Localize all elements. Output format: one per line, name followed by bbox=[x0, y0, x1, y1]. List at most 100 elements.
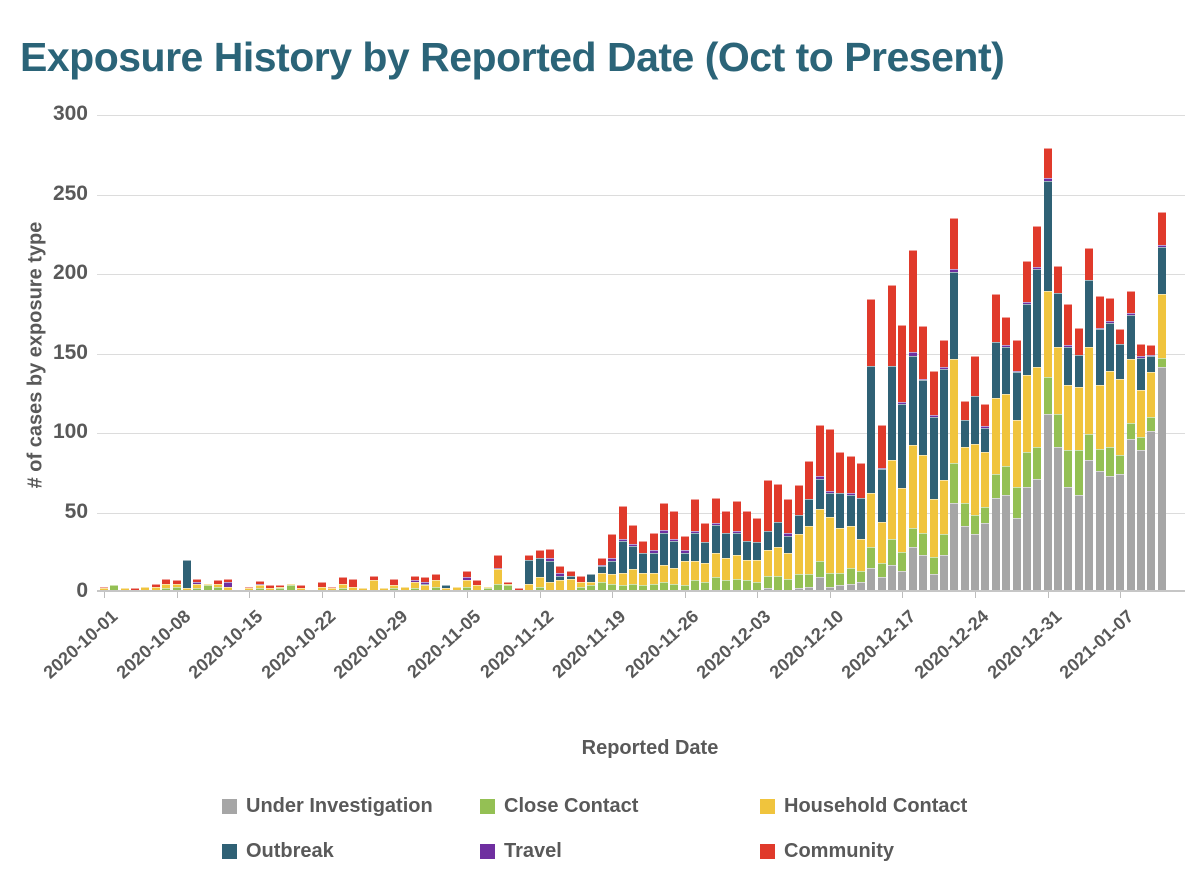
bar-segment-household-contact bbox=[908, 445, 917, 528]
bar-segment-household-contact bbox=[742, 559, 751, 581]
bar-segment-close-contact bbox=[286, 585, 295, 590]
bar-segment-travel bbox=[1137, 356, 1145, 358]
bar-segment-household-contact bbox=[193, 583, 202, 589]
bar-segment-community bbox=[753, 518, 762, 543]
x-tick-mark bbox=[104, 592, 105, 598]
bar-segment-outbreak bbox=[836, 493, 845, 528]
bar-segment-outbreak bbox=[805, 499, 814, 527]
bar-2020-10-26 bbox=[359, 588, 368, 590]
bar-segment-household-contact bbox=[919, 454, 928, 533]
bar-2020-11-30 bbox=[722, 510, 731, 590]
bar-segment-community bbox=[971, 356, 980, 397]
x-tick-mark bbox=[176, 592, 178, 598]
legend-label: Outbreak bbox=[246, 840, 334, 862]
bar-segment-under-investigation bbox=[1012, 518, 1021, 590]
bar-segment-outbreak bbox=[1105, 322, 1114, 371]
bar-segment-under-investigation bbox=[805, 586, 814, 590]
bar-segment-travel bbox=[1002, 345, 1011, 347]
bar-segment-close-contact bbox=[898, 551, 907, 571]
bar-segment-outbreak bbox=[763, 531, 772, 551]
bar-segment-community bbox=[825, 429, 834, 492]
bar-segment-community bbox=[1074, 327, 1083, 355]
bar-2020-12-19 bbox=[919, 326, 928, 590]
bar-segment-outbreak bbox=[1012, 372, 1021, 420]
bar-segment-community bbox=[193, 578, 202, 583]
bar-segment-close-contact bbox=[939, 534, 948, 556]
legend-label: Under Investigation bbox=[246, 795, 433, 817]
bar-segment-under-investigation bbox=[1157, 367, 1166, 590]
x-tick-label-2020-12-17: 2020-12-17 bbox=[838, 606, 920, 683]
bar-segment-close-contact bbox=[1054, 413, 1063, 447]
bar-2020-11-04 bbox=[452, 586, 461, 590]
bar-segment-household-contact bbox=[151, 586, 160, 590]
bar-2020-12-12 bbox=[846, 456, 855, 590]
bar-segment-household-contact bbox=[545, 582, 554, 590]
bar-segment-outbreak bbox=[1137, 357, 1145, 390]
bar-segment-household-contact bbox=[815, 508, 824, 562]
bar-2020-12-03 bbox=[753, 518, 762, 590]
bar-segment-close-contact bbox=[691, 580, 700, 590]
bar-2020-12-06 bbox=[784, 499, 793, 590]
bar-segment-household-contact bbox=[711, 553, 720, 578]
chart-legend: Under Investigation Close Contact Househol… bbox=[222, 795, 1182, 887]
bar-segment-close-contact bbox=[1064, 450, 1073, 487]
x-tick-mark bbox=[539, 592, 541, 598]
bar-segment-close-contact bbox=[1157, 357, 1166, 368]
bar-segment-close-contact bbox=[1033, 446, 1042, 479]
bar-segment-travel bbox=[1126, 313, 1135, 315]
bar-2020-12-15 bbox=[877, 424, 886, 590]
bar-segment-community bbox=[276, 585, 285, 587]
bar-segment-household-contact bbox=[805, 526, 814, 575]
bar-segment-outbreak bbox=[711, 524, 720, 554]
bar-2020-10-23 bbox=[328, 586, 337, 590]
bar-segment-community bbox=[628, 524, 637, 544]
bar-segment-household-contact bbox=[317, 586, 326, 590]
bar-segment-community bbox=[172, 580, 181, 584]
bar-2020-11-01 bbox=[421, 577, 430, 590]
legend-swatch-icon bbox=[222, 799, 237, 814]
bar-segment-under-investigation bbox=[1033, 478, 1042, 590]
bar-segment-outbreak bbox=[670, 540, 679, 568]
bar-segment-outbreak bbox=[981, 427, 990, 452]
bar-segment-travel bbox=[494, 567, 503, 570]
bar-segment-household-contact bbox=[836, 528, 845, 573]
bar-segment-close-contact bbox=[888, 539, 897, 565]
bar-segment-community bbox=[939, 340, 948, 368]
bar-2020-12-05 bbox=[774, 483, 783, 590]
bar-segment-close-contact bbox=[908, 528, 917, 548]
bar-2020-12-08 bbox=[805, 461, 814, 590]
gridline-250 bbox=[97, 194, 1185, 196]
bar-2020-11-26 bbox=[680, 535, 689, 590]
bar-segment-community bbox=[338, 577, 347, 584]
bar-segment-close-contact bbox=[836, 572, 845, 586]
bar-segment-outbreak bbox=[1043, 181, 1052, 292]
bar-segment-outbreak bbox=[691, 532, 700, 562]
x-tick-mark bbox=[394, 592, 396, 598]
bar-segment-household-contact bbox=[722, 558, 731, 581]
bar-2020-12-30 bbox=[1033, 225, 1042, 590]
bar-segment-community bbox=[618, 505, 627, 540]
bar-segment-outbreak bbox=[649, 553, 658, 573]
bar-segment-community bbox=[317, 582, 326, 587]
y-tick-label-150: 150 bbox=[52, 340, 88, 364]
bar-segment-household-contact bbox=[971, 443, 980, 516]
bar-segment-community bbox=[950, 217, 959, 269]
x-axis-title: Reported Date bbox=[581, 737, 719, 759]
bar-segment-outbreak bbox=[680, 553, 689, 562]
bar-segment-household-contact bbox=[400, 586, 409, 590]
bar-segment-under-investigation bbox=[836, 585, 845, 590]
x-tick-label-2020-12-10: 2020-12-10 bbox=[765, 606, 848, 683]
bar-segment-close-contact bbox=[203, 585, 212, 590]
bar-2020-10-25 bbox=[348, 578, 357, 590]
bar-segment-community bbox=[504, 582, 513, 584]
bar-segment-outbreak bbox=[421, 583, 430, 586]
bar-segment-community bbox=[421, 577, 430, 583]
bar-2020-10-24 bbox=[338, 577, 347, 590]
bar-segment-household-contact bbox=[732, 555, 741, 579]
legend-item-travel: Travel bbox=[480, 840, 562, 863]
bar-segment-close-contact bbox=[172, 586, 181, 590]
legend-label: Close Contact bbox=[504, 795, 639, 817]
gridline-50 bbox=[97, 512, 1185, 514]
bar-2020-11-25 bbox=[670, 510, 679, 590]
